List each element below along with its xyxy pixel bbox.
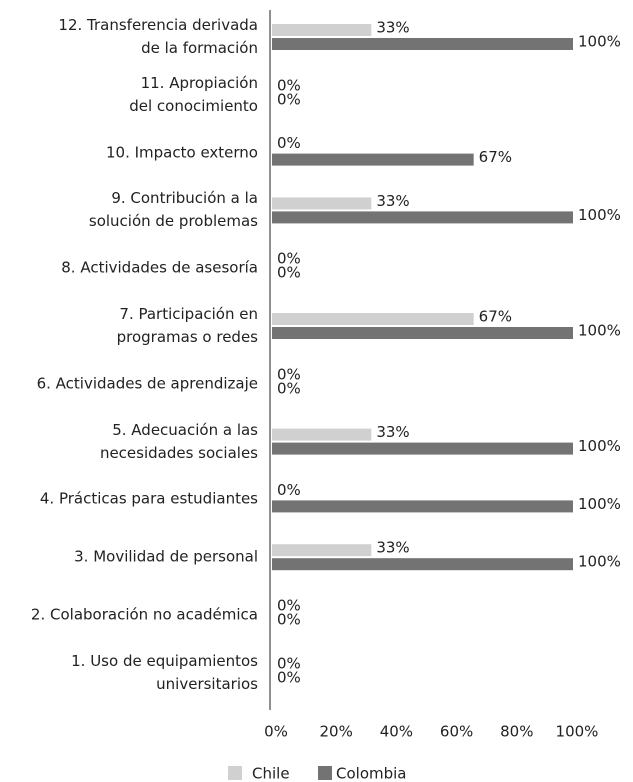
category-label: 12. Transferencia derivada de la formaci… [58, 16, 258, 57]
data-label: 0% [277, 264, 301, 282]
bar [272, 500, 573, 513]
category-label: 7. Participación en programas o redes [116, 305, 258, 346]
data-label: 33% [376, 539, 409, 557]
x-tick-label: 0% [264, 723, 288, 741]
data-label: 100% [578, 206, 621, 224]
data-label: 0% [277, 76, 301, 94]
legend-label: Chile [252, 765, 290, 782]
category-label: 2. Colaboración no académica [30, 605, 258, 624]
bar [272, 153, 474, 166]
category-label: 3. Movilidad de personal [74, 547, 258, 566]
category-label: 1. Uso de equipamientos universitarios [71, 651, 258, 693]
data-label: 67% [479, 148, 512, 166]
data-label: 0% [277, 365, 301, 383]
x-tick-label: 80% [500, 723, 533, 741]
bar [272, 544, 372, 557]
category-label: 10. Impacto externo [106, 143, 258, 162]
data-label: 0% [277, 654, 301, 672]
bar [272, 211, 573, 224]
data-label: 0% [277, 250, 301, 268]
data-label: 33% [376, 192, 409, 210]
data-label: 33% [376, 19, 409, 37]
data-label: 100% [578, 322, 621, 340]
bar [272, 38, 573, 50]
data-label: 0% [277, 481, 301, 499]
x-tick-label: 40% [380, 723, 413, 741]
bar [272, 558, 573, 571]
data-label: 100% [578, 553, 621, 571]
bar [272, 327, 573, 339]
bar [272, 313, 474, 325]
data-label: 100% [578, 33, 621, 51]
data-label: 0% [277, 611, 301, 629]
data-label: 0% [277, 668, 301, 686]
category-label: 5. Adecuación a las necesidades sociales [99, 420, 258, 462]
bar [272, 428, 372, 441]
bar [272, 24, 372, 36]
data-label: 33% [376, 423, 409, 441]
legend-label: Colombia [336, 765, 407, 782]
data-label: 0% [277, 90, 301, 108]
data-label: 100% [578, 495, 621, 513]
data-label: 67% [479, 308, 512, 326]
bar [272, 197, 372, 210]
data-label: 100% [578, 437, 621, 455]
category-label: 8. Actividades de asesoría [61, 258, 258, 277]
data-label: 0% [277, 379, 301, 397]
legend-swatch [318, 766, 332, 780]
category-label: 4. Prácticas para estudiantes [39, 489, 258, 508]
category-label: 9. Contribución a la solución de problem… [88, 189, 258, 231]
x-tick-label: 100% [556, 723, 599, 741]
category-label: 6. Actividades de aprendizaje [36, 374, 258, 393]
legend-swatch [228, 766, 242, 780]
data-label: 0% [277, 597, 301, 615]
bar [272, 442, 573, 455]
x-tick-label: 60% [440, 723, 473, 741]
category-label: 11. Apropiación del conocimiento [129, 73, 258, 115]
data-label: 0% [277, 134, 301, 152]
x-tick-label: 20% [320, 723, 353, 741]
